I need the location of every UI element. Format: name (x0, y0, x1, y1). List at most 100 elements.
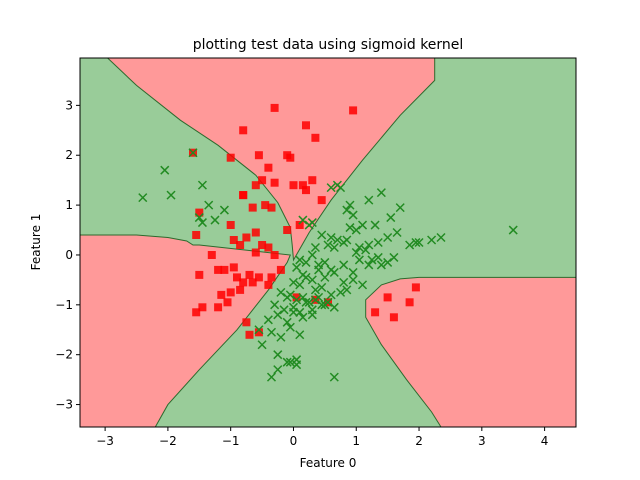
class-1-point (288, 277, 298, 287)
class-1-point (307, 218, 317, 228)
class-0-point (220, 265, 229, 274)
class-0-point (226, 153, 235, 162)
x-tick-label: 0 (290, 434, 298, 448)
class-1-point (348, 267, 358, 277)
class-0-point (411, 283, 420, 292)
class-1-point (273, 365, 283, 375)
class-1-point (342, 285, 352, 295)
class-1-point (292, 295, 302, 305)
class-1-point (273, 350, 283, 360)
class-0-point (198, 303, 207, 312)
class-1-point (339, 260, 349, 270)
x-tick-label: −2 (159, 434, 177, 448)
class-0-point (349, 106, 358, 115)
class-0-point (251, 181, 260, 190)
class-0-point (245, 330, 254, 339)
class-0-point (270, 178, 279, 187)
class-1-point (326, 183, 336, 193)
class-0-point (292, 293, 301, 302)
class-1-point (295, 330, 305, 340)
class-1-point (414, 237, 424, 248)
class-1-point (295, 255, 305, 265)
class-0-point (192, 308, 201, 317)
class-0-point (302, 186, 310, 195)
class-0-point (371, 308, 380, 317)
x-tick-label: 3 (478, 434, 486, 448)
class-0-point (236, 285, 245, 294)
class-1-point (351, 225, 361, 235)
class-1-point (285, 290, 295, 300)
class-1-point (358, 280, 368, 290)
class-1-point (138, 193, 148, 203)
class-0-point (286, 153, 295, 162)
class-1-point (254, 325, 264, 335)
class-1-point (427, 235, 437, 245)
class-1-point (339, 277, 349, 287)
class-1-point (219, 205, 229, 215)
class-0-point (195, 208, 204, 217)
class-1-point (367, 255, 377, 265)
class-0-point (267, 203, 276, 212)
class-1-point (332, 235, 342, 245)
x-tick-label: 4 (541, 434, 549, 448)
class-0-point (264, 243, 273, 252)
class-0-point (283, 226, 292, 234)
class-0-point (405, 298, 414, 307)
class-1-point (307, 275, 317, 285)
class-1-point (257, 340, 267, 350)
class-1-point (392, 227, 402, 238)
y-axis-ticks: −3 −2 −1 0 1 2 3 (55, 98, 80, 412)
class-1-point (210, 215, 220, 225)
class-0-point (311, 133, 320, 142)
class-0-point (258, 176, 267, 185)
class-1-point (197, 180, 207, 190)
y-tick-label: 1 (65, 198, 73, 212)
class-1-point (301, 257, 311, 267)
class-1-point (301, 272, 311, 282)
class-1-point (373, 237, 383, 248)
class-0-point (251, 228, 260, 237)
class-0-point (217, 290, 226, 299)
class-1-point (358, 220, 368, 230)
class-1-point (386, 213, 396, 223)
class-0-point (242, 318, 251, 327)
class-1-point (188, 148, 198, 158)
data-points (138, 103, 518, 382)
class-0-point (248, 203, 257, 212)
class-1-point (160, 165, 170, 175)
class-1-point (298, 312, 308, 322)
class-1-point (194, 213, 204, 223)
class-1-point (336, 183, 346, 193)
class-1-point (276, 287, 286, 297)
class-1-point (329, 267, 339, 277)
class-1-point (361, 245, 371, 255)
chart-title: plotting test data using sigmoid kernel (193, 37, 464, 53)
class-1-point (364, 260, 374, 270)
class-1-point (301, 297, 311, 307)
class-0-point (242, 233, 251, 242)
class-1-point (285, 357, 295, 367)
class-1-point (348, 275, 358, 285)
class-1-point (282, 317, 292, 327)
class-0-point (270, 251, 279, 259)
y-tick-label: 3 (65, 98, 73, 112)
class-1-point (336, 287, 346, 297)
class-1-point (166, 190, 176, 200)
class-1-point (345, 223, 355, 233)
x-axis-ticks: −3 −2 −1 0 1 2 3 4 (96, 427, 548, 448)
class-0-point (229, 236, 238, 244)
class-1-point (411, 237, 421, 248)
class-1-point (508, 225, 518, 235)
x-tick-label: −3 (96, 434, 114, 448)
class-1-point (320, 257, 330, 267)
y-tick-label: −2 (55, 348, 73, 362)
class-1-point (288, 307, 298, 317)
class-0-point (236, 241, 245, 249)
class-1-point (383, 232, 393, 243)
class-1-point (329, 302, 339, 312)
class-1-point (323, 240, 333, 250)
class-0-point (192, 231, 201, 239)
class-1-point (405, 240, 415, 250)
class-1-point (276, 332, 286, 342)
class-1-point (204, 200, 214, 210)
